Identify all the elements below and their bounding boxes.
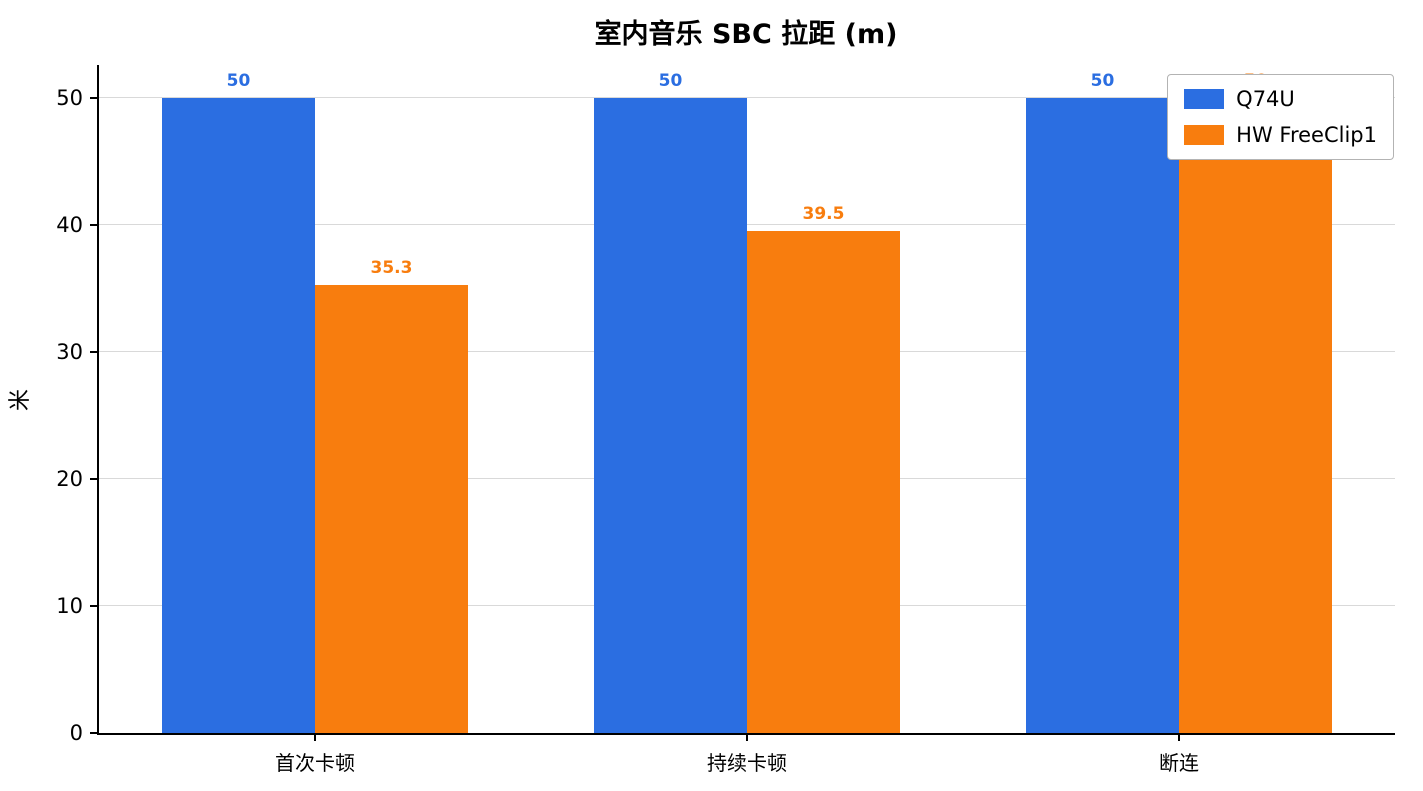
legend-label: HW FreeClip1: [1236, 123, 1377, 147]
x-tick-mark: [1178, 733, 1180, 741]
bar-value-label: 50: [1090, 71, 1115, 91]
legend-label: Q74U: [1236, 87, 1295, 111]
gridline: [99, 224, 1395, 225]
bar-value-label: 39.5: [802, 204, 845, 225]
y-tick-label: 40: [56, 213, 83, 237]
y-tick-label: 10: [56, 594, 83, 618]
bar-group: 50 35.3 首次卡顿: [99, 65, 531, 775]
legend-swatch: [1184, 89, 1225, 109]
bar-value-label: 50: [226, 71, 251, 91]
bar-series1: [594, 98, 747, 733]
bar-series2: [747, 231, 900, 733]
y-tick-mark: [90, 605, 99, 607]
bar-series1: [162, 98, 315, 733]
bar-series2: [1179, 98, 1332, 733]
legend-row: HW FreeClip1: [1184, 123, 1377, 147]
y-tick-label: 20: [56, 467, 83, 491]
x-category-label: 持续卡顿: [707, 751, 787, 775]
y-tick-mark: [90, 478, 99, 480]
y-tick-mark: [90, 97, 99, 99]
y-tick-mark: [90, 224, 99, 226]
bar-group: 5050断连: [963, 65, 1395, 775]
legend-row: Q74U: [1184, 87, 1377, 111]
bar-series1: [1026, 98, 1179, 733]
x-tick-mark: [746, 733, 748, 741]
gridline: [99, 97, 1395, 98]
y-tick-mark: [90, 732, 99, 734]
bar-value-label: 50: [658, 71, 683, 91]
y-tick-label: 50: [56, 86, 83, 110]
bar-group: 50 39.5 持续卡顿: [531, 65, 963, 775]
y-axis-label: 米: [8, 388, 33, 412]
y-tick-label: 30: [56, 340, 83, 364]
legend-swatch: [1184, 125, 1225, 145]
chart-title: 室内音乐 SBC 拉距 (m): [594, 19, 898, 50]
x-tick-mark: [314, 733, 316, 741]
legend: Q74U HW FreeClip1: [1167, 74, 1394, 160]
bar-value-label: 35.3: [370, 257, 413, 278]
y-tick-label: 0: [69, 721, 83, 745]
bar-series2: [315, 284, 468, 733]
x-category-label: 断连: [1159, 751, 1199, 775]
y-tick-mark: [90, 351, 99, 353]
x-category-label: 首次卡顿: [275, 751, 355, 775]
